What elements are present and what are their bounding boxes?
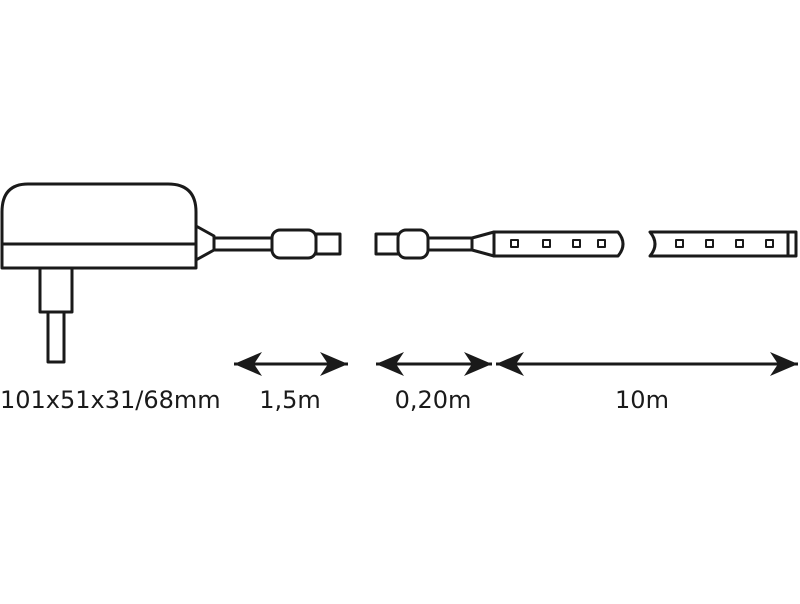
male-connector-tip — [314, 232, 342, 256]
connector-length-label: 0,20m — [394, 386, 472, 414]
led-chip — [597, 239, 606, 248]
led-strip-segment-2 — [648, 230, 798, 258]
power-adapter — [0, 182, 216, 364]
connector-cable — [374, 228, 496, 260]
led-chip — [542, 239, 551, 248]
cable-length-label: 1,5m — [259, 386, 321, 414]
adapter-body — [0, 182, 198, 270]
led-chip — [675, 239, 684, 248]
led-chip — [510, 239, 519, 248]
male-connector-body — [270, 228, 318, 260]
female-connector-body — [396, 228, 430, 260]
adapter-plug-base — [38, 266, 74, 314]
led-chip — [765, 239, 774, 248]
adapter-size-label: 101x51x31/68mm — [0, 386, 221, 414]
adapter-plug-pin — [46, 310, 66, 364]
led-chip — [735, 239, 744, 248]
led-chip — [705, 239, 714, 248]
female-connector-tip — [374, 232, 402, 256]
strip-length-label: 10m — [615, 386, 669, 414]
adapter-cable-strain-relief — [194, 224, 216, 262]
led-strip-segment-1 — [492, 230, 625, 258]
strip-end-cap-left — [470, 230, 496, 258]
led-chip — [572, 239, 581, 248]
supply-cable — [214, 228, 342, 260]
